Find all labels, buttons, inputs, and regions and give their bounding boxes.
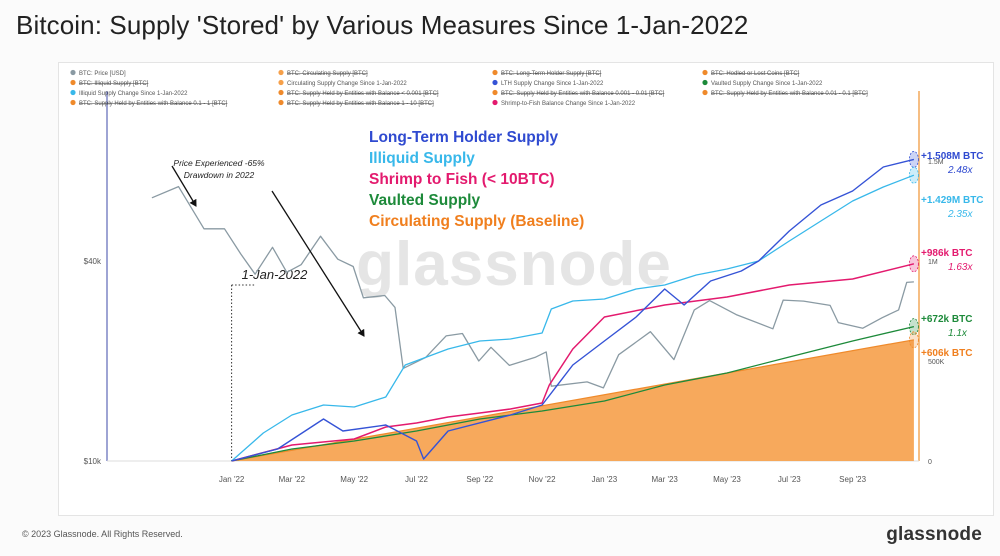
series-price-line xyxy=(151,185,914,389)
drawdown-arrow-2 xyxy=(271,190,365,337)
legend-item-label: BTC: Supply Held by Entities with Balanc… xyxy=(711,91,868,97)
end-label-value: +986k BTC xyxy=(921,248,972,259)
legend-marker xyxy=(278,79,284,86)
end-label-value: +1.508M BTC xyxy=(921,151,984,162)
x-tick-label: May '23 xyxy=(713,475,741,484)
legend-item-label: BTC: Supply Held by Entities with Balanc… xyxy=(287,101,434,107)
x-tick-label: Sep '23 xyxy=(839,475,866,484)
legend-item-label: LTH Supply Change Since 1-Jan-2022 xyxy=(501,81,604,87)
series-circulating-line xyxy=(231,339,915,462)
legend-marker xyxy=(492,89,498,96)
legend-marker xyxy=(70,89,76,96)
chart-frame: BTC: Price [USD] BTC: Circulating Supply … xyxy=(58,62,994,516)
y-left-tick-label: $40k xyxy=(84,257,102,266)
y-left-tick-label: $10k xyxy=(84,457,102,466)
chart-svg: BTC: Price [USD] BTC: Circulating Supply … xyxy=(70,69,984,484)
legend-marker xyxy=(492,69,498,76)
legend-item-label: Shrimp-to-Fish Balance Change Since 1-Ja… xyxy=(501,101,636,107)
x-tick-label: Nov '22 xyxy=(529,475,556,484)
x-tick-label: Mar '22 xyxy=(279,475,306,484)
footer-copyright: © 2023 Glassnode. All Rights Reserved. xyxy=(22,529,183,539)
end-label-value: +606k BTC xyxy=(921,348,972,359)
legend-item-label: Vaulted Supply Change Since 1-Jan-2022 xyxy=(711,81,823,87)
series-illiquid-line xyxy=(231,174,915,462)
big-legend-label: Vaulted Supply xyxy=(369,192,480,209)
y-right-tick-label: 1M xyxy=(928,259,938,266)
big-legend-label: Circulating Supply (Baseline) xyxy=(369,213,584,230)
drawdown-annotation: Drawdown in 2022 xyxy=(184,170,255,180)
legend-item-label: Illiquid Supply Change Since 1-Jan-2022 xyxy=(79,91,188,97)
drawdown-annotation: Price Experienced -65% xyxy=(173,158,265,168)
end-label-multiple: 1.63x xyxy=(948,262,973,273)
series-end-marker xyxy=(908,331,919,349)
legend-marker xyxy=(278,89,284,96)
legend-marker xyxy=(70,79,76,86)
legend-item-label: BTC: Price [USD] xyxy=(79,71,126,77)
series-lth-line xyxy=(231,158,915,462)
legend-item-label: BTC: Circulating Supply [BTC] xyxy=(287,71,368,77)
big-legend-label: Illiquid Supply xyxy=(369,150,475,167)
series-shrimp-line xyxy=(231,263,915,462)
legend-marker xyxy=(702,69,708,76)
chart-title: Bitcoin: Supply 'Stored' by Various Meas… xyxy=(16,10,749,40)
legend-item-label: BTC: Illiquid Supply [BTC] xyxy=(79,81,149,87)
series-end-marker xyxy=(908,318,919,336)
start-date-label: 1-Jan-2022 xyxy=(242,267,309,282)
x-tick-label: Jan '22 xyxy=(219,475,245,484)
legend-marker xyxy=(492,79,498,86)
y-right-tick-label: 1.5M xyxy=(928,159,944,166)
legend-item-label: BTC: Supply Held by Entities with Balanc… xyxy=(79,101,228,107)
legend-item-label: BTC: Supply Held by Entities with Balanc… xyxy=(287,91,439,97)
legend-marker xyxy=(70,99,76,106)
legend-item-label: Circulating Supply Change Since 1-Jan-20… xyxy=(287,81,407,87)
x-tick-label: Mar '23 xyxy=(651,475,678,484)
x-tick-label: Jul '23 xyxy=(778,475,801,484)
y-right-tick-label: 500K xyxy=(928,359,945,366)
end-label-multiple: 2.35x xyxy=(947,209,973,220)
series-end-marker xyxy=(908,166,919,184)
legend-marker xyxy=(278,99,284,106)
series-vaulted-line xyxy=(231,325,915,462)
x-tick-label: Sep '22 xyxy=(466,475,493,484)
x-tick-label: Jan '23 xyxy=(592,475,618,484)
series-end-marker xyxy=(908,255,919,273)
legend-marker xyxy=(702,79,708,86)
big-legend-label: Long-Term Holder Supply xyxy=(369,129,559,146)
end-label-multiple: 2.48x xyxy=(947,165,973,176)
series-end-marker xyxy=(908,151,919,168)
x-tick-label: Jul '22 xyxy=(405,475,428,484)
end-label-multiple: 1.1x xyxy=(948,328,968,339)
watermark: glassnode xyxy=(356,230,672,299)
end-label-value: +1.429M BTC xyxy=(921,195,984,206)
end-label-value: +672k BTC xyxy=(921,314,972,325)
legend-marker xyxy=(70,69,76,76)
legend-marker xyxy=(702,89,708,96)
big-legend-label: Shrimp to Fish (< 10BTC) xyxy=(369,171,555,188)
footer-logo: glassnode xyxy=(886,524,982,545)
legend-marker xyxy=(492,99,498,106)
legend-marker xyxy=(278,69,284,76)
y-right-tick-label: 0 xyxy=(928,459,932,466)
legend-item-label: BTC: Long-Term Holder Supply [BTC] xyxy=(501,71,602,77)
drawdown-arrow-1 xyxy=(171,165,197,207)
legend-item-label: BTC: Hodled or Lost Coins [BTC] xyxy=(711,71,800,77)
legend-item-label: BTC: Supply Held by Entities with Balanc… xyxy=(501,91,665,97)
x-tick-label: May '22 xyxy=(340,475,368,484)
